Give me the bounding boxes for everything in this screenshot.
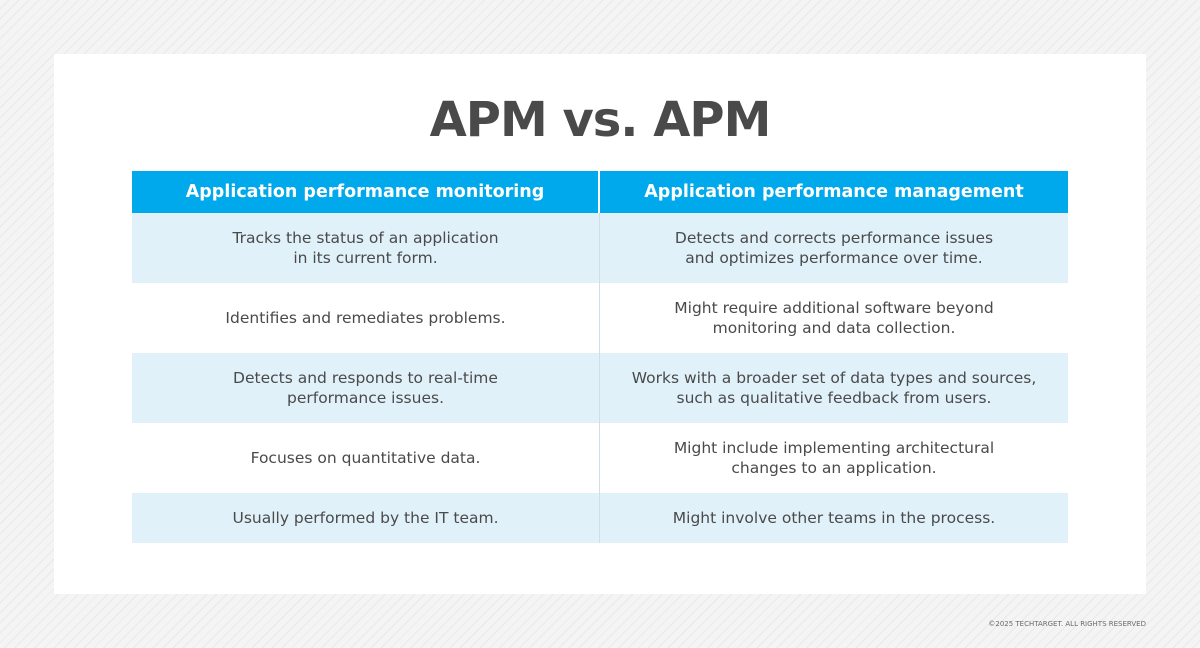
column-header-monitoring: Application performance monitoring: [132, 171, 600, 213]
table-header-row: Application performance monitoring Appli…: [132, 171, 1068, 213]
monitoring-cell: Focuses on quantitative data.: [132, 423, 600, 493]
copyright-notice: ©2025 TECHTARGET. ALL RIGHTS RESERVED: [988, 620, 1146, 628]
table-row: Focuses on quantitative data. Might incl…: [132, 423, 1068, 493]
monitoring-cell: Tracks the status of an application in i…: [132, 213, 600, 283]
management-cell: Might require additional software beyond…: [674, 299, 994, 337]
management-cell: Detects and corrects performance issues …: [674, 229, 994, 267]
page-title: APM vs. APM: [429, 92, 772, 148]
comparison-table: Application performance monitoring Appli…: [132, 171, 1068, 543]
management-cell: Might include implementing architectural…: [673, 439, 995, 477]
management-cell: Works with a broader set of data types a…: [631, 369, 1037, 407]
monitoring-cell: Identifies and remediates problems.: [132, 283, 600, 353]
table-row: Identifies and remediates problems. Migh…: [132, 283, 1068, 353]
table-row: Tracks the status of an application in i…: [132, 213, 1068, 283]
management-cell: Might involve other teams in the process…: [672, 509, 996, 527]
monitoring-cell: Detects and responds to real-time perfor…: [132, 353, 600, 423]
table-row: Usually performed by the IT team. Might …: [132, 493, 1068, 543]
table-row: Detects and responds to real-time perfor…: [132, 353, 1068, 423]
monitoring-cell: Usually performed by the IT team.: [132, 493, 600, 543]
column-header-management: Application performance management: [644, 182, 1024, 202]
